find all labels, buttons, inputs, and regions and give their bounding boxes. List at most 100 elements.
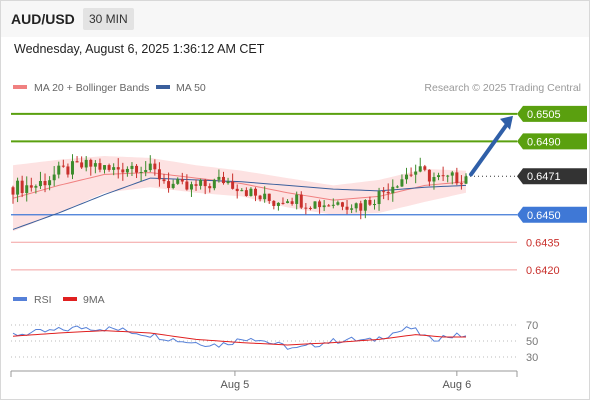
candle-body bbox=[400, 179, 404, 187]
candle-body bbox=[455, 172, 459, 184]
candle-body bbox=[313, 201, 317, 209]
candle-body bbox=[240, 190, 244, 192]
level-labels: 0.6505 0.6490 0.6471 0.6450 0.6435 0.6420 bbox=[517, 105, 587, 277]
candle-body bbox=[199, 179, 203, 186]
rsi-tick-label-70: 70 bbox=[526, 320, 538, 332]
ma20-line bbox=[12, 172, 467, 201]
candle-body bbox=[336, 202, 340, 205]
candle-body bbox=[107, 165, 111, 170]
candle-body bbox=[322, 205, 326, 208]
candle-body bbox=[327, 205, 331, 207]
level-tag-0.6450 bbox=[517, 206, 587, 223]
candle-body bbox=[258, 195, 262, 200]
forecast-arrow-head bbox=[500, 115, 513, 130]
x-axis-ticks: Aug 5 Aug 6 bbox=[221, 371, 471, 391]
candle-body bbox=[144, 170, 148, 173]
candle-body bbox=[226, 181, 230, 184]
candle-body bbox=[340, 202, 344, 207]
candle-body bbox=[80, 162, 84, 168]
candle-body bbox=[70, 161, 74, 175]
timeframe-button[interactable]: 30 MIN bbox=[83, 8, 134, 30]
candle-body bbox=[254, 188, 258, 196]
candle-body bbox=[318, 201, 322, 208]
candle-body bbox=[61, 165, 65, 167]
candle-body bbox=[263, 193, 267, 200]
candle-body bbox=[11, 187, 15, 195]
candle-body bbox=[437, 175, 441, 178]
forecast-arrow-shaft bbox=[469, 120, 510, 177]
candle-body bbox=[304, 207, 308, 209]
candle-body bbox=[167, 181, 171, 188]
candle-body bbox=[441, 175, 445, 177]
candle-body bbox=[395, 186, 399, 188]
candle-body bbox=[345, 206, 349, 210]
candle-body bbox=[34, 186, 38, 188]
price-levels bbox=[11, 112, 517, 271]
rsi-line bbox=[12, 325, 467, 350]
candle-body bbox=[409, 174, 413, 176]
bollinger-band bbox=[13, 156, 466, 232]
candle-body bbox=[203, 179, 207, 187]
candle-body bbox=[432, 177, 436, 182]
level-tag-0.6471 bbox=[517, 168, 587, 185]
candle-body bbox=[414, 171, 418, 175]
candle-body bbox=[57, 165, 61, 175]
level-label-0.6420: 0.6420 bbox=[526, 265, 560, 277]
candle-body bbox=[16, 180, 20, 195]
candle-body bbox=[231, 181, 235, 189]
candle-body bbox=[148, 163, 152, 171]
candle-body bbox=[281, 202, 285, 204]
candle-body bbox=[391, 186, 395, 194]
x-tick-label: Aug 5 bbox=[221, 379, 250, 391]
candle-body bbox=[157, 169, 161, 180]
candle-body bbox=[459, 183, 463, 185]
candle-body bbox=[29, 185, 33, 188]
candle-body bbox=[66, 166, 70, 175]
rsi-panel: 70 50 30 bbox=[11, 320, 538, 364]
candle-body bbox=[308, 207, 312, 209]
candle-body bbox=[43, 180, 47, 186]
candle-body bbox=[427, 169, 431, 182]
candle-body bbox=[25, 185, 29, 194]
candle-body bbox=[171, 183, 175, 188]
rsi-ma-legend-label: 9MA bbox=[83, 294, 105, 306]
candle-body bbox=[350, 208, 354, 210]
credit-label: Research © 2025 Trading Central bbox=[424, 82, 581, 94]
ma20-legend-label: MA 20 + Bollinger Bands bbox=[34, 82, 149, 94]
candle-body bbox=[244, 190, 248, 196]
candle-body bbox=[217, 176, 221, 180]
forecast-arrow bbox=[469, 115, 513, 177]
candle-body bbox=[386, 191, 390, 194]
candle-body bbox=[267, 193, 271, 201]
candle-body bbox=[423, 166, 427, 170]
candle-body bbox=[180, 179, 184, 182]
candle-body bbox=[93, 163, 97, 167]
candle-body bbox=[299, 194, 303, 208]
candle-body bbox=[121, 169, 125, 173]
candle-body bbox=[208, 186, 212, 189]
candle-body bbox=[221, 176, 225, 184]
candle-body bbox=[52, 174, 56, 181]
level-label-0.6505: 0.6505 bbox=[527, 109, 561, 121]
candle-body bbox=[290, 201, 294, 204]
candle-body bbox=[464, 176, 468, 184]
candle-body bbox=[354, 203, 358, 209]
candle-body bbox=[194, 184, 198, 186]
candle-body bbox=[377, 191, 381, 205]
level-label-0.6471: 0.6471 bbox=[527, 171, 561, 183]
candle-body bbox=[103, 165, 107, 170]
level-tag-0.6490 bbox=[517, 133, 587, 150]
rsi-ma-line bbox=[12, 330, 466, 346]
candle-body bbox=[176, 179, 180, 184]
candle-body bbox=[272, 200, 276, 206]
rsi-tick-label-30: 30 bbox=[526, 352, 538, 364]
candle-body bbox=[235, 188, 239, 192]
candle-body bbox=[135, 165, 139, 173]
candle-body bbox=[89, 159, 93, 167]
candle-body bbox=[382, 191, 386, 193]
candle-body bbox=[418, 166, 422, 172]
candle-body bbox=[331, 204, 335, 206]
candle-body bbox=[372, 204, 376, 206]
